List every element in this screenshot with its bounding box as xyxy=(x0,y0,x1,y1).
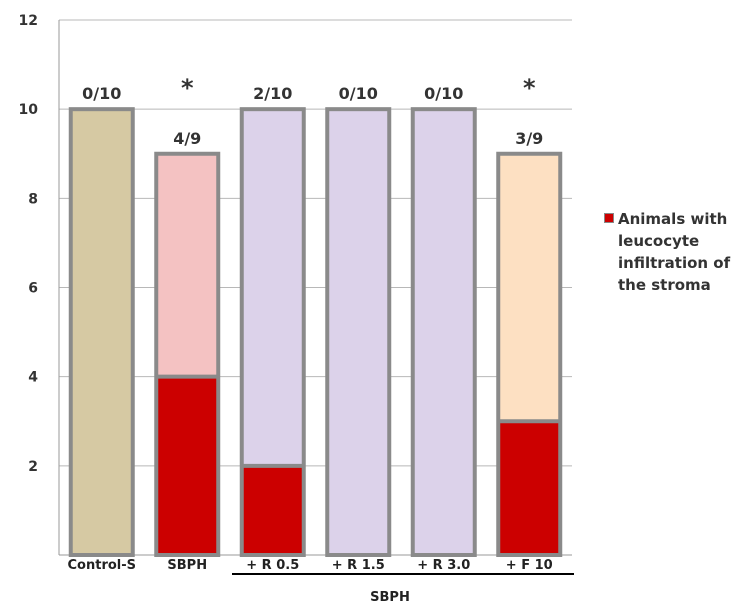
y-tick-labels: 2 4 6 8 10 12 xyxy=(19,13,39,475)
x-tick-label: + F 10 xyxy=(506,558,553,573)
bar-label: 4/9 xyxy=(173,129,201,148)
x-tick-label: Control-S xyxy=(68,558,137,573)
y-tick-label: 2 xyxy=(28,459,38,475)
bar-label: 0/10 xyxy=(424,84,463,103)
y-tick-label: 4 xyxy=(28,370,38,386)
significance-mark: * xyxy=(523,74,536,102)
bar-total xyxy=(413,109,475,555)
y-tick-label: 10 xyxy=(19,102,39,118)
x-tick-label: + R 1.5 xyxy=(332,558,385,573)
x-tick-label: + R 3.0 xyxy=(417,558,470,573)
x-tick-labels: Control-S SBPH + R 0.5 + R 1.5 + R 3.0 + F 10 xyxy=(68,558,553,573)
bars xyxy=(71,109,561,555)
y-tick-label: 6 xyxy=(28,281,38,297)
bar-label: 0/10 xyxy=(82,84,121,103)
bar-label: 3/9 xyxy=(515,129,543,148)
bar-label: 2/10 xyxy=(253,84,292,103)
x-tick-label: + R 0.5 xyxy=(246,558,299,573)
group-bracket-label: SBPH xyxy=(330,590,450,605)
gridlines xyxy=(59,20,572,466)
bar-infiltration xyxy=(242,466,304,555)
y-tick-label: 12 xyxy=(19,13,38,29)
bar-total xyxy=(327,109,389,555)
legend-swatch xyxy=(604,213,614,223)
bar-infiltration xyxy=(498,421,560,555)
bar-total xyxy=(71,109,133,555)
x-tick-label: SBPH xyxy=(167,558,207,573)
significance-mark: * xyxy=(181,74,194,102)
bar-label: 0/10 xyxy=(339,84,378,103)
legend-label: Animals with leucocyte infiltration of t… xyxy=(618,208,746,296)
y-tick-label: 8 xyxy=(28,191,38,207)
bar-infiltration xyxy=(156,377,218,555)
